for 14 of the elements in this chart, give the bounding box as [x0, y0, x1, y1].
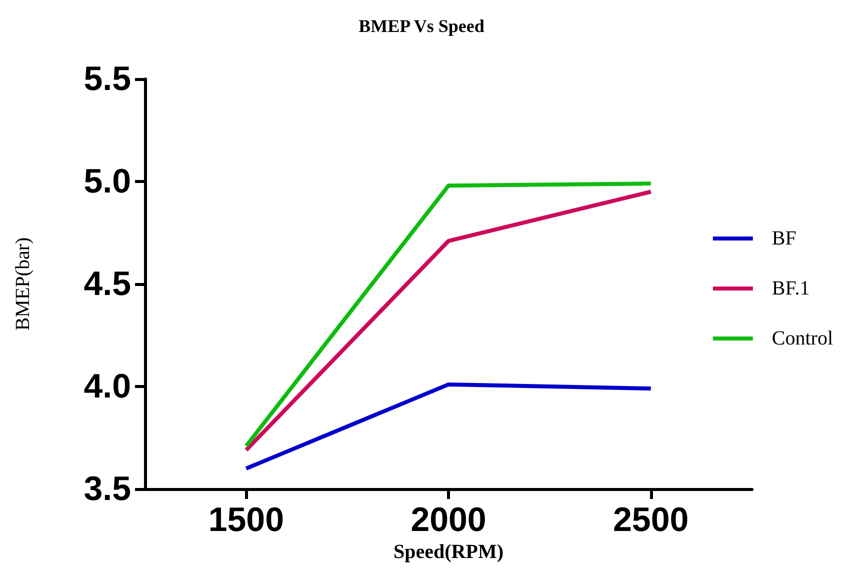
- y-tick-label: 3.5: [84, 470, 131, 508]
- x-tick-label: 1500: [208, 501, 284, 539]
- legend-label: Control: [772, 328, 834, 350]
- legend-label: BF: [772, 228, 796, 250]
- y-tick-label: 5.0: [84, 162, 131, 200]
- y-tick-label: 5.5: [84, 60, 131, 98]
- x-axis-title: Speed(RPM): [394, 540, 504, 563]
- legend-label: BF.1: [772, 278, 810, 300]
- y-axis-title: BMEP(bar): [12, 237, 34, 331]
- chart-title: BMEP Vs Speed: [358, 16, 484, 36]
- y-tick-label: 4.5: [84, 265, 131, 303]
- x-tick-label: 2000: [410, 501, 486, 539]
- y-tick-label: 4.0: [84, 368, 131, 406]
- x-tick-label: 2500: [613, 501, 689, 539]
